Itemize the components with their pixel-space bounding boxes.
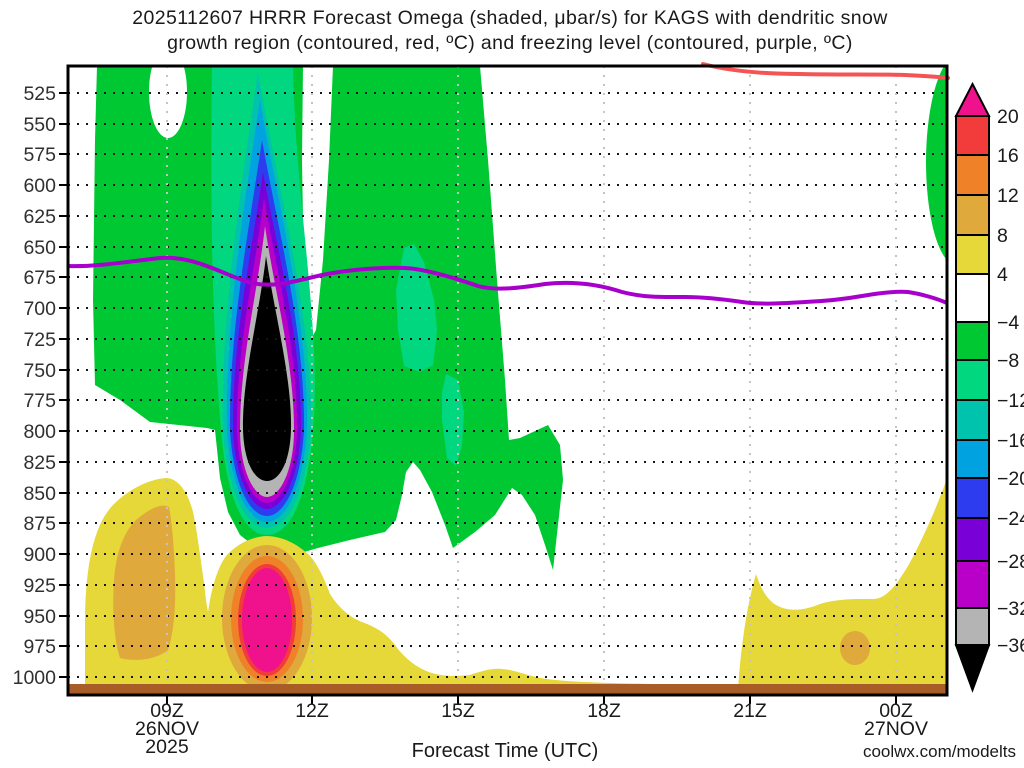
- colorbar-segment: [955, 234, 990, 275]
- colorbar-label: −28: [997, 551, 1024, 573]
- colorbar-segment: [955, 321, 990, 361]
- white-notch-oval: [149, 66, 187, 138]
- colorbar-segment: [955, 154, 990, 196]
- y-tick-label: 975: [23, 636, 56, 658]
- y-tick-label: 725: [23, 329, 56, 351]
- plot-border: [66, 64, 949, 697]
- colorbar-segment: [955, 115, 990, 156]
- shade-seafoam-patch-upper: [396, 244, 437, 372]
- y-tick-label: 675: [23, 267, 56, 289]
- chart-title-line2: growth region (contoured, red, ºC) and f…: [167, 32, 853, 54]
- colorbar-label: 20: [997, 106, 1019, 128]
- y-tick-label: 700: [23, 298, 56, 320]
- y-tick-label: 650: [23, 237, 56, 259]
- x-year-label: 2025: [145, 736, 189, 758]
- colorbar-segment: [955, 359, 990, 401]
- y-tick-label: 950: [23, 606, 56, 628]
- colorbar-segment: [955, 399, 990, 441]
- colorbar-label: 8: [997, 225, 1008, 247]
- y-tick-label: 625: [23, 206, 56, 228]
- colorbar-arrow-top: [954, 81, 991, 117]
- x-date-label: 26NOV: [135, 718, 199, 740]
- y-tick-label: 750: [23, 360, 56, 382]
- colorbar-label: 4: [997, 264, 1008, 286]
- x-date2-label: 27NOV: [864, 718, 928, 740]
- downdraft-core-magenta: [242, 568, 292, 672]
- colorbar-label: 12: [997, 185, 1019, 207]
- dendritic-growth-contour: [701, 62, 950, 80]
- colorbar-segment: [955, 560, 990, 609]
- x-axis-title: Forecast Time (UTC): [412, 740, 599, 762]
- axis-tick-marks: [59, 92, 897, 704]
- shade-green-right-edge: [926, 66, 947, 260]
- updraft-core-black: [242, 256, 292, 481]
- colorbar-label: −12: [997, 390, 1024, 412]
- colorbar-label: −32: [997, 598, 1024, 620]
- colorbar-label: 16: [997, 145, 1019, 167]
- y-tick-label: 775: [23, 390, 56, 412]
- colorbar-label: −8: [997, 350, 1019, 372]
- y-tick-label: 525: [23, 83, 56, 105]
- colorbar-label: −24: [997, 508, 1024, 530]
- colorbar-segment: [955, 273, 990, 323]
- y-tick-label: 550: [23, 114, 56, 136]
- colorbar-segment: [955, 607, 990, 646]
- y-tick-label: 875: [23, 513, 56, 535]
- y-tick-label: 825: [23, 452, 56, 474]
- colorbar: 20 16 12 8 4 −4 −8 −12 −16 −20 −24 −28 −…: [954, 81, 1024, 693]
- y-tick-label: 850: [23, 483, 56, 505]
- x-tick-label: 21Z: [733, 700, 767, 722]
- shade-seafoam-patch-lower: [442, 374, 464, 466]
- colorbar-segment: [955, 194, 990, 236]
- colorbar-label: −16: [997, 430, 1024, 452]
- plot-area: [68, 66, 947, 695]
- x-tick-label: 09Z: [150, 700, 184, 722]
- y-tick-label: 900: [23, 544, 56, 566]
- shade-goldenrod-left-patch: [113, 505, 176, 660]
- colorbar-arrow-bottom: [954, 644, 991, 693]
- x-tick-label: 18Z: [587, 700, 621, 722]
- y-tick-label: 600: [23, 175, 56, 197]
- shade-goldenrod-small-blob: [840, 631, 870, 665]
- y-tick-label: 1000: [13, 667, 57, 689]
- y-tick-label: 925: [23, 575, 56, 597]
- colorbar-segment: [955, 477, 990, 519]
- y-tick-label: 800: [23, 421, 56, 443]
- colorbar-label: −4: [997, 312, 1019, 334]
- colorbar-segment: [955, 439, 990, 479]
- watermark-text: coolwx.com/modelts: [863, 742, 1016, 761]
- colorbar-label: −20: [997, 468, 1024, 490]
- colorbar-label: −36: [997, 635, 1024, 657]
- x-tick-label: 12Z: [295, 700, 329, 722]
- x-tick-label: 15Z: [441, 700, 475, 722]
- chart-title-line1: 2025112607 HRRR Forecast Omega (shaded, …: [132, 7, 888, 29]
- y-tick-label: 575: [23, 144, 56, 166]
- x-tick-label: 00Z: [879, 700, 913, 722]
- shade-yellow-right-region: [738, 478, 947, 689]
- freezing-level-contour: [68, 255, 947, 306]
- surface-strip: [68, 684, 947, 694]
- colorbar-segment: [955, 517, 990, 562]
- white-gap-column: [302, 66, 333, 345]
